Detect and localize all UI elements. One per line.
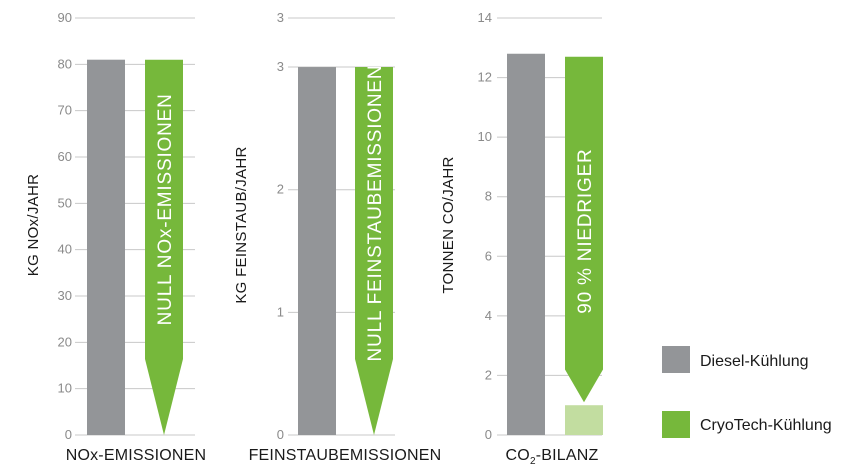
legend-swatch-diesel <box>662 346 690 373</box>
y-tick-label: 0 <box>485 427 492 442</box>
y-tick-label: 10 <box>478 129 492 144</box>
legend-label-diesel: Diesel-Kühlung <box>700 353 809 370</box>
y-tick-label: 90 <box>58 10 72 25</box>
chart-panel-2: 0 1 2 3 3 NULL FEINSTAUBEMISSIONEN KG FEINSTAU… <box>233 10 441 464</box>
arrow-annotation: NULL NOx-EMISSIONEN <box>155 93 176 325</box>
y-tick-label: 3 <box>277 10 284 25</box>
bar-cryotech <box>565 405 603 435</box>
chart-panel-1: 0 10 20 30 40 50 60 70 80 90 NULL NOx-EMISSIONEN KG… <box>25 10 206 464</box>
y-tick-label: 0 <box>65 427 72 442</box>
y-axis-title: KG NOx/JAHR <box>25 174 42 276</box>
y-tick-label: 80 <box>58 56 72 71</box>
y-tick-label: 10 <box>58 381 72 396</box>
x-axis-label: CO2-BILANZ <box>506 447 599 467</box>
arrow-annotation: NULL FEINSTAUBEMISSIONEN <box>365 65 386 362</box>
y-tick-label: 2 <box>277 182 284 197</box>
bar-diesel <box>87 59 125 435</box>
y-tick-label: 60 <box>58 149 72 164</box>
y-tick-label: 4 <box>485 308 492 323</box>
bar-cryotech <box>145 59 183 435</box>
y-tick-label: 12 <box>478 70 492 85</box>
y-tick-label: 50 <box>58 195 72 210</box>
reduction-arrow <box>565 56 603 403</box>
x-axis-label: NOx-EMISSIONEN <box>66 447 207 464</box>
y-tick-label: 70 <box>58 103 72 118</box>
y-tick-label: 1 <box>277 304 284 319</box>
y-tick-label: 6 <box>485 248 492 263</box>
x-axis-label: FEINSTAUBEMISSIONEN <box>249 447 442 464</box>
y-axis-title: TONNEN CO/JAHR <box>440 156 457 293</box>
y-axis-title: KG FEINSTAUB/JAHR <box>233 146 250 303</box>
bar-cryotech <box>355 67 393 435</box>
y-tick-label: 2 <box>485 367 492 382</box>
chart-panel-3: 0 2 4 6 8 10 12 14 90 % NIEDRIGER TONNEN CO/JAHR C… <box>440 10 603 467</box>
y-tick-label: 30 <box>58 288 72 303</box>
legend-label-cryotech: CryoTech-Kühlung <box>700 417 832 434</box>
y-tick-label: 0 <box>277 427 284 442</box>
bar-diesel <box>507 53 545 435</box>
y-tick-label: 14 <box>478 10 492 25</box>
bar-diesel <box>298 67 336 435</box>
legend-swatch-cryotech <box>662 411 690 438</box>
legend: Diesel-Kühlung CryoTech-Kühlung <box>662 346 832 438</box>
y-tick-label: 20 <box>58 334 72 349</box>
y-tick-label: 40 <box>58 242 72 257</box>
y-tick-label: 8 <box>485 189 492 204</box>
arrow-annotation: 90 % NIEDRIGER <box>575 148 596 313</box>
y-tick-label: 3 <box>277 59 284 74</box>
